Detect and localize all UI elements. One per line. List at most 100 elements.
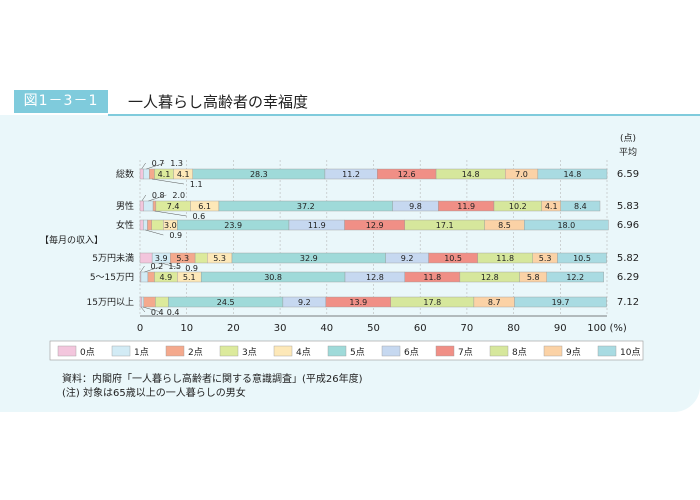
- callout-leader: [154, 210, 187, 217]
- legend-swatch: [111, 345, 131, 357]
- bar-segment: [537, 168, 608, 180]
- data-label: 9.2: [401, 254, 414, 263]
- x-tick-label: 50: [367, 323, 380, 334]
- data-label: 4.1: [545, 202, 558, 211]
- x-tick-label: 70: [461, 323, 474, 334]
- row-label: 総数: [116, 168, 134, 180]
- bar-segment: [546, 271, 604, 283]
- legend-label: 7点: [458, 347, 473, 358]
- legend-swatch: [57, 345, 77, 357]
- bar-segment: [143, 219, 148, 231]
- header-divider: [108, 114, 700, 116]
- legend-swatch: [489, 345, 509, 357]
- bar-segment: [524, 219, 609, 231]
- target-note: (注) 対象は65歳以上の一人暮らしの男女: [62, 388, 246, 399]
- callout-leader: [146, 162, 165, 170]
- callout-label: 0.4: [167, 308, 180, 317]
- data-label: 4.1: [177, 170, 190, 179]
- bar-segment: [514, 296, 607, 308]
- bar-segment: [152, 200, 157, 212]
- legend-label: 6点: [404, 347, 419, 358]
- data-label: 14.8: [564, 170, 582, 179]
- callout-leader: [142, 306, 161, 313]
- data-label: 12.8: [481, 273, 499, 282]
- bar-segment: [143, 200, 154, 212]
- data-label: 4.9: [160, 273, 173, 282]
- x-tick-label: 90: [554, 323, 567, 334]
- data-label: 11.9: [457, 202, 475, 211]
- data-label: 3.9: [155, 254, 168, 263]
- data-label: 11.9: [308, 221, 326, 230]
- legend-label: 3点: [242, 347, 257, 358]
- data-label: 37.2: [297, 202, 315, 211]
- bar-segment: [143, 168, 150, 180]
- data-label: 12.9: [366, 221, 384, 230]
- data-label: 12.6: [398, 170, 416, 179]
- callout-label: 0.9: [169, 231, 182, 240]
- data-label: 23.9: [224, 221, 242, 230]
- figure-header: [0, 89, 700, 115]
- callout-label: 0.2: [150, 262, 163, 271]
- callout-leader: [151, 178, 184, 185]
- legend-label: 10点: [620, 347, 640, 358]
- x-tick-label: 80: [507, 323, 520, 334]
- data-label: 5.8: [527, 273, 540, 282]
- bar-segment: [139, 200, 144, 212]
- bar-segment: [557, 252, 607, 264]
- footnotes: 資料：内閣府「一人暮らし高齢者に関する意識調査」(平成26年度) (注) 対象は…: [62, 373, 363, 401]
- data-label: 9.2: [298, 298, 311, 307]
- callout-leader: [141, 194, 147, 202]
- bar-segment: [560, 200, 601, 212]
- callout-leader: [148, 194, 167, 202]
- data-label: 6.1: [198, 202, 211, 211]
- data-label: 10.5: [573, 254, 591, 263]
- callout-label: 2.0: [172, 191, 185, 200]
- data-label: 5.1: [183, 273, 196, 282]
- callout-leader: [145, 229, 164, 236]
- legend-label: 4点: [296, 347, 311, 358]
- legend-swatch: [381, 345, 401, 357]
- x-tick-label: 40: [320, 323, 333, 334]
- data-label: 8.5: [498, 221, 511, 230]
- callout-label: 0.9: [185, 264, 198, 273]
- bar-segment: [140, 271, 149, 283]
- average-header: 平均: [619, 146, 637, 158]
- callout-label: 1.3: [170, 159, 183, 168]
- callout-label: 0.8: [152, 191, 165, 200]
- income-group-header: 【毎月の収入】: [40, 234, 103, 246]
- callout-label: 0.7: [152, 159, 165, 168]
- callout-label: 1.5: [168, 262, 181, 271]
- data-label: 19.7: [552, 298, 570, 307]
- legend-swatch: [327, 345, 347, 357]
- callout-label: 0.6: [192, 212, 205, 221]
- callout-label: 1.1: [190, 180, 203, 189]
- row-label: 男性: [116, 200, 134, 212]
- data-label: 24.5: [217, 298, 235, 307]
- x-tick-label: 60: [414, 323, 427, 334]
- legend-label: 5点: [350, 347, 365, 358]
- data-label: 11.8: [496, 254, 514, 263]
- data-label: 28.3: [250, 170, 268, 179]
- callout-leader: [144, 265, 163, 273]
- legend-swatch: [165, 345, 185, 357]
- average-value: 5.82: [617, 253, 639, 264]
- bar-segment: [141, 296, 144, 308]
- legend-label: 8点: [512, 347, 527, 358]
- x-tick-label: 10: [180, 323, 193, 334]
- unit-label: (点): [620, 133, 636, 144]
- data-label: 3.0: [164, 221, 177, 230]
- legend-swatch: [219, 345, 239, 357]
- bar-segment: [151, 219, 164, 231]
- bar-segment: [155, 296, 169, 308]
- callout-leader: [140, 265, 145, 273]
- callout-leader: [161, 262, 180, 269]
- row-label: 5～15万円: [90, 272, 134, 283]
- legend-swatch: [597, 345, 617, 357]
- average-value: 7.12: [617, 297, 639, 308]
- data-label: 12.2: [566, 273, 584, 282]
- callout-leader: [140, 306, 146, 313]
- data-label: 8.4: [574, 202, 587, 211]
- bar-segment: [139, 219, 144, 231]
- callout-leader: [141, 162, 146, 170]
- bar-segment: [139, 296, 143, 308]
